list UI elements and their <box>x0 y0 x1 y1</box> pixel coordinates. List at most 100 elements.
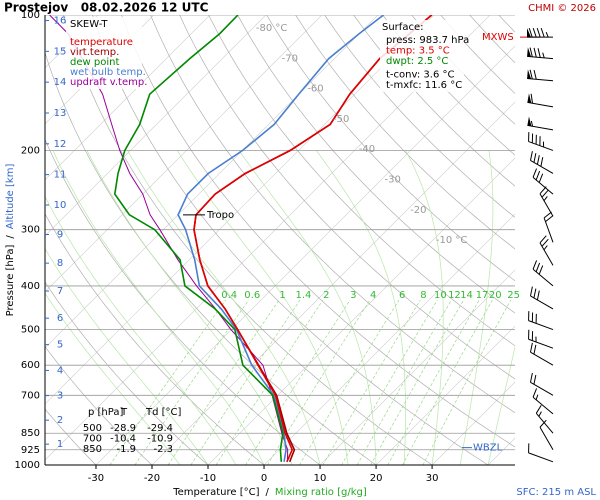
barb-staff <box>528 338 554 349</box>
height-tick-label: 2 <box>57 415 63 426</box>
barb-feather <box>540 157 544 167</box>
y-label-altitude: Altitude [km] <box>5 164 16 230</box>
barb-flag <box>527 69 532 79</box>
barb-feather <box>536 155 540 165</box>
barb-staff <box>530 160 554 174</box>
wind-barb <box>532 388 554 415</box>
barb-staff <box>527 77 554 82</box>
barb-staff <box>532 268 554 287</box>
legend-entry: updraft v.temp. <box>70 77 147 88</box>
barb-feather <box>535 404 542 414</box>
barb-feather <box>533 288 537 299</box>
dry-adiabat <box>237 15 515 314</box>
height-tick-label: 8 <box>57 258 63 269</box>
y-tick-label: 200 <box>21 145 40 156</box>
wind-barb <box>528 311 554 331</box>
wind-barb <box>539 235 554 266</box>
table-cell: 850 <box>83 444 102 455</box>
barb-half <box>538 411 542 417</box>
mixing-ratio-label: 8 <box>420 290 426 301</box>
barb-half <box>543 196 548 201</box>
dry-adiabat <box>150 15 515 414</box>
barb-feather <box>537 48 541 58</box>
x-axis-label: Temperature [°C] / Mixing ratio [g/kg] <box>172 487 367 498</box>
barb-feather <box>529 342 533 353</box>
barb-half <box>543 245 548 251</box>
surface-box <box>380 20 464 92</box>
height-tick-label: 10 <box>54 200 67 211</box>
y-axis-label: Pressure [hPa] / Altitude [km] <box>5 164 16 317</box>
annotation-label: MXWS <box>482 32 514 43</box>
isotherm <box>375 325 515 465</box>
isotherm <box>45 15 323 293</box>
mixing-ratio-label: 3 <box>350 290 356 301</box>
height-tick-label: 11 <box>54 170 67 181</box>
x-tick-label: -20 <box>144 473 160 484</box>
mixing-ratio-line <box>370 299 464 465</box>
barb-staff <box>527 124 554 131</box>
table-cell: -1.9 <box>116 444 136 455</box>
barb-staff <box>539 242 554 266</box>
credit: CHMI © 2026 <box>528 3 596 14</box>
wind-barb <box>529 372 554 396</box>
surface-line: dwpt: 2.5 °C <box>386 56 448 67</box>
y-tick-label: 1000 <box>15 460 40 471</box>
y-label-pressure: Pressure [hPa] <box>5 245 16 317</box>
height-tick-label: 5 <box>57 340 63 351</box>
table-header: T <box>120 407 128 418</box>
barb-staff <box>527 101 554 108</box>
y-tick-label: 925 <box>21 445 40 456</box>
legend-box <box>66 17 142 89</box>
isotherm-label: -10 °C <box>436 235 468 246</box>
x-tick-label: 10 <box>314 473 327 484</box>
wind-barb <box>528 329 554 349</box>
mixing-ratio-line <box>134 299 249 465</box>
barb-feather <box>535 170 541 181</box>
wind-barb <box>527 116 554 131</box>
mixing-ratio-line <box>322 299 421 465</box>
barb-feather <box>536 290 540 301</box>
height-tick-label: 9 <box>57 229 63 240</box>
isotherm <box>45 15 267 237</box>
height-tick-label: 3 <box>57 391 63 402</box>
x-tick-label: 0 <box>261 473 267 484</box>
dry-adiabat <box>208 15 515 347</box>
isotherm-label: -40 <box>359 144 375 155</box>
mixing-ratio-label: 4 <box>370 290 376 301</box>
barb-feather <box>532 388 538 398</box>
height-tick-label: 1 <box>57 439 63 450</box>
isotherm-label: -80 °C <box>256 23 288 34</box>
isotherm-label: -50 <box>333 114 349 125</box>
surface-line: press: 983.7 hPa <box>386 35 469 46</box>
barb-feather <box>539 235 547 244</box>
barb-feather <box>539 419 547 428</box>
barb-feather <box>538 173 544 183</box>
mixing-ratio-label: 0.4 <box>221 290 237 301</box>
isotherm <box>151 101 515 465</box>
isotherm <box>207 157 515 465</box>
profile-line <box>177 15 384 462</box>
dry-adiabat <box>295 15 515 250</box>
x-tick-label: -30 <box>88 473 104 484</box>
y-label-sep: / <box>5 235 16 239</box>
annotation-label: WBZL <box>473 443 503 454</box>
barb-staff <box>530 381 554 396</box>
x-tick-label: 30 <box>426 473 439 484</box>
height-tick-label: 14 <box>54 77 67 88</box>
barb-feather <box>533 69 537 80</box>
x-label-sep: / <box>266 487 270 498</box>
legend-title: SKEW-T <box>70 19 108 30</box>
annotation-label: Tropo <box>206 210 234 221</box>
surface-line: t-mxfc: 11.6 °C <box>386 80 462 91</box>
barb-staff <box>530 351 554 366</box>
isotherm <box>45 15 435 405</box>
barb-feather <box>536 27 541 38</box>
barb-feather <box>533 374 537 385</box>
barb-feather <box>539 186 547 195</box>
barb-feather <box>533 153 537 163</box>
barb-staff <box>535 412 554 434</box>
wind-barb <box>529 342 554 366</box>
barb-half <box>545 31 549 38</box>
legend-entry: virt.temp. <box>70 47 119 58</box>
